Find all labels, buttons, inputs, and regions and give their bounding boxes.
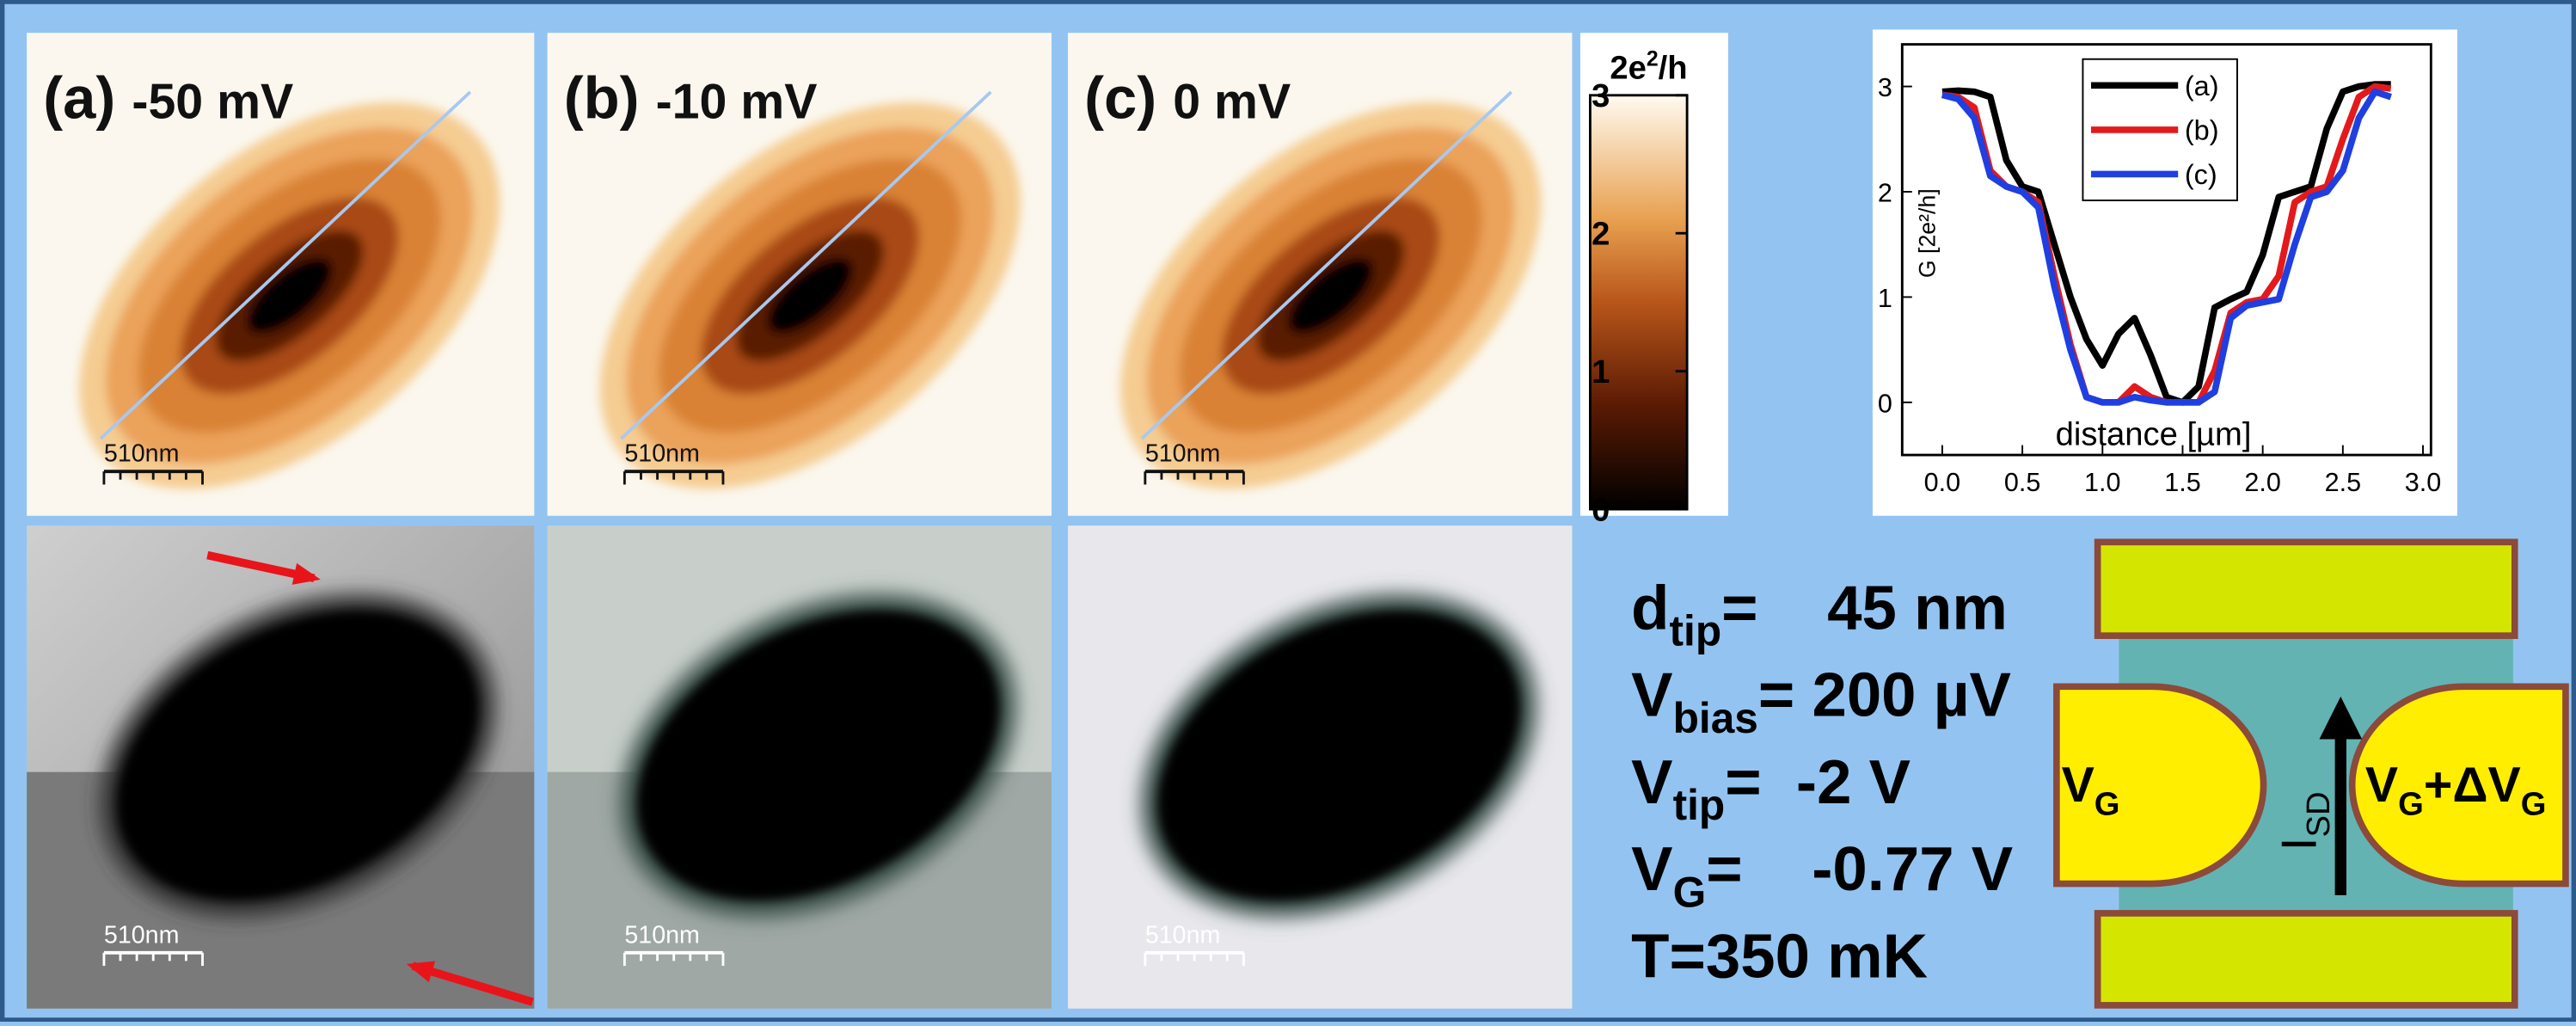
bottom-gate	[2098, 913, 2515, 1005]
panel-label: (c) 0 mV	[1084, 65, 1291, 132]
legend-label: (b)	[2185, 114, 2219, 145]
x-tick-label: 3.0	[2405, 468, 2441, 497]
panel-letter: (c)	[1084, 65, 1156, 132]
unit-prefix: 2e	[1610, 50, 1646, 87]
panel-label: (b) -10 mV	[564, 65, 818, 132]
parameter-value: = -0.77 V	[1706, 834, 2013, 904]
x-tick-label: 1.5	[2164, 468, 2200, 497]
topography-map: 510nm	[548, 525, 1072, 1009]
panel-letter: (b)	[564, 65, 640, 132]
scale-label: 510nm	[104, 921, 180, 949]
conductance-map: (c) 0 mV 510nm	[1049, 27, 1612, 565]
panel-bias: -50 mV	[132, 75, 293, 130]
colorbar-tick-label: 2	[1592, 216, 1610, 253]
top-gate	[2098, 542, 2515, 636]
gate-label: VG+ΔVG	[2365, 758, 2547, 822]
unit-exp: 2	[1647, 47, 1659, 71]
scale-label: 510nm	[1145, 921, 1221, 949]
figure: (a)-50 mV510nm510nm(b)-10 mV510nm510nm(c…	[0, 0, 2576, 1022]
page: { "panels": [ {"label": "(a)", "title": …	[0, 0, 2576, 1022]
topography-map: 510nm	[27, 525, 551, 1009]
y-tick-label: 0	[1878, 389, 1892, 418]
legend-label: (c)	[2185, 159, 2217, 190]
colorbar-tick-label: 0	[1592, 491, 1610, 528]
parameter-subscript: bias	[1673, 694, 1758, 742]
parameter-subscript: tip	[1673, 781, 1726, 829]
panel-bias: 0 mV	[1173, 75, 1291, 130]
scale-label: 510nm	[624, 440, 700, 468]
unit-suffix: /h	[1659, 50, 1688, 87]
y-axis-label: G [2e²/h]	[1915, 188, 1941, 278]
panel-letter: (a)	[43, 65, 115, 132]
y-tick-label: 1	[1878, 284, 1892, 313]
scale-label: 510nm	[624, 921, 700, 949]
parameter-symbol: V	[1631, 747, 1672, 817]
x-tick-label: 0.0	[1924, 468, 1960, 497]
x-tick-label: 1.0	[2084, 468, 2120, 497]
x-tick-label: 0.5	[2004, 468, 2040, 497]
current-subscript: SD	[2300, 791, 2337, 837]
colorbar-tick-label: 3	[1592, 77, 1610, 114]
y-tick-label: 2	[1878, 178, 1892, 207]
panel-bias: -10 mV	[656, 75, 818, 130]
x-axis-label: distance [µm]	[2056, 416, 2252, 453]
parameter-symbol: T=350 mK	[1631, 921, 1928, 991]
colorbar	[1590, 95, 1687, 509]
gate-subscript: G	[2095, 785, 2120, 822]
parameter-symbol: V	[1631, 660, 1672, 730]
x-tick-label: 2.0	[2244, 468, 2280, 497]
conductance-map: (b) -10 mV 510nm	[529, 27, 1092, 565]
parameter-subscript: tip	[1670, 607, 1722, 655]
parameter-symbol: V	[1631, 834, 1672, 904]
y-tick-label: 3	[1878, 73, 1892, 102]
parameter-value: = 45 nm	[1721, 574, 2008, 643]
colorbar-tick-label: 1	[1592, 353, 1610, 390]
conductance-map: (a) -50 mV 510nm	[8, 27, 571, 565]
gate-subscript: G	[2521, 785, 2547, 822]
current-symbol: I	[2272, 837, 2328, 851]
panel-label: (a) -50 mV	[43, 65, 293, 132]
parameter-symbol: d	[1631, 574, 1669, 643]
scale-label: 510nm	[1145, 440, 1221, 468]
parameter: T=350 mK	[1631, 921, 1928, 991]
parameter-value: = -2 V	[1725, 747, 1911, 817]
scale-label: 510nm	[104, 440, 180, 468]
legend-label: (a)	[2185, 71, 2219, 101]
gate-symbol: V	[2062, 758, 2095, 813]
parameter-subscript: G	[1673, 868, 1707, 916]
gate-subscript: G	[2398, 785, 2424, 822]
gate-delta: +ΔV	[2424, 758, 2521, 813]
parameter-value: = 200 µV	[1758, 660, 2011, 730]
topography-map: 510nm	[1068, 525, 1592, 1009]
x-tick-label: 2.5	[2325, 468, 2361, 497]
gate-symbol: V	[2365, 758, 2398, 813]
